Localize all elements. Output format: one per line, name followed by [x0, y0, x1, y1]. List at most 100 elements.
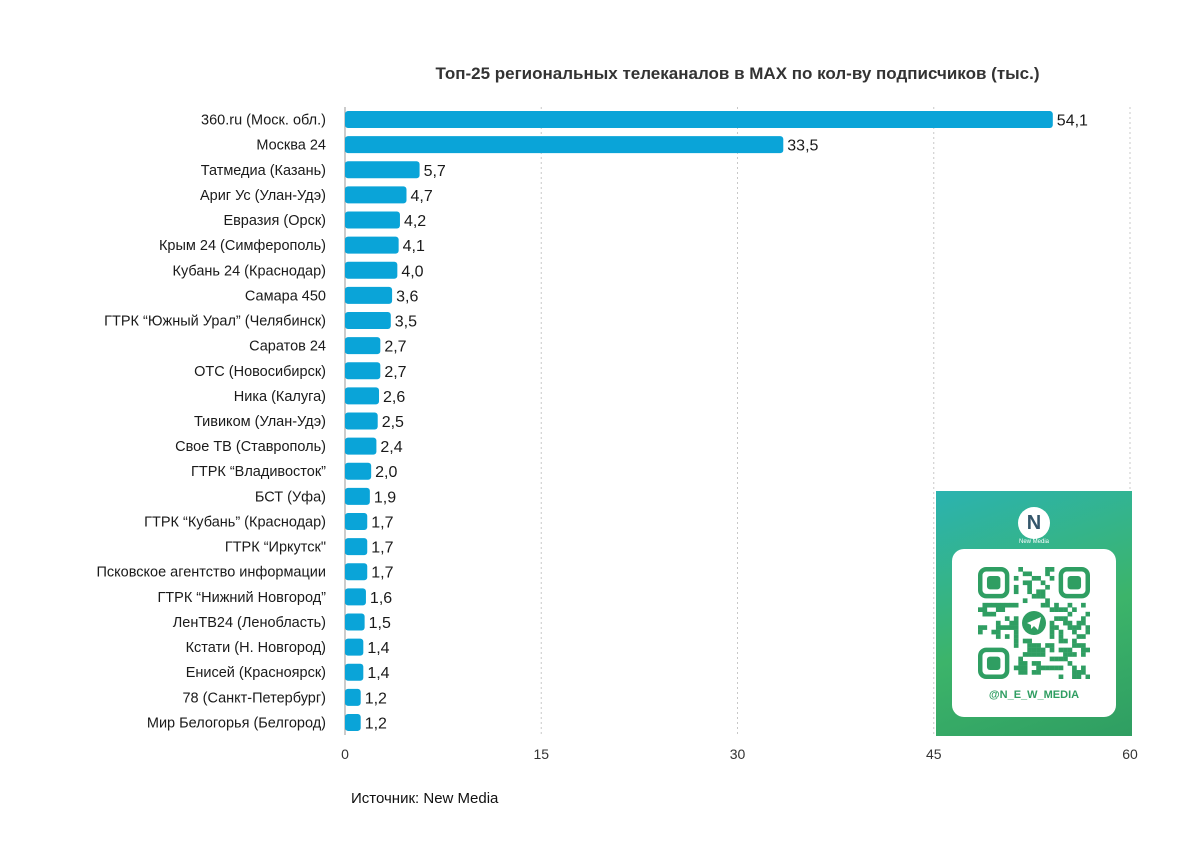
qr-module [1013, 643, 1019, 648]
qr-module [986, 611, 992, 617]
category-label: ОТС (Новосибирск) [194, 364, 326, 380]
qr-module [1067, 611, 1073, 617]
qr-module [1049, 607, 1055, 612]
value-label: 1,2 [365, 715, 387, 732]
qr-module [1040, 580, 1046, 586]
category-label: Саратов 24 [249, 339, 326, 355]
bar [345, 136, 784, 154]
value-label: 3,6 [396, 288, 418, 305]
qr-module [1067, 602, 1073, 608]
category-label: ГТРК “Южный Урал” (Челябинск) [104, 314, 326, 330]
qr-module [1085, 611, 1090, 617]
qr-module [1045, 602, 1050, 608]
qr-module [978, 607, 983, 612]
qr-module [1036, 661, 1041, 666]
bar [345, 362, 381, 380]
qr-module [991, 602, 997, 608]
category-label: ГТРК “Кубань” (Краснодар) [144, 514, 326, 530]
bar [345, 588, 366, 606]
qr-module [1022, 638, 1028, 644]
qr-module [1072, 643, 1077, 648]
qr-module [1081, 643, 1086, 648]
bar [345, 437, 377, 455]
value-label: 2,7 [384, 339, 406, 356]
value-label: 2,5 [382, 414, 404, 431]
value-label: 2,6 [383, 389, 405, 406]
bar [345, 312, 391, 330]
qr-module [1013, 589, 1019, 595]
qr-module [1013, 629, 1019, 635]
qr-module [1000, 625, 1006, 630]
bar [345, 538, 368, 556]
qr-module [1054, 665, 1059, 671]
value-label: 1,2 [365, 690, 387, 707]
qr-module [1058, 634, 1064, 639]
qr-module [1058, 674, 1064, 679]
chart-title: Топ-25 региональных телеканалов в МАХ по… [435, 64, 1040, 83]
qr-module [1018, 661, 1023, 666]
category-label: Тивиком (Улан-Удэ) [194, 414, 326, 430]
qr-module [1013, 620, 1019, 626]
value-label: 54,1 [1057, 113, 1088, 130]
qr-module [1013, 602, 1019, 608]
qr-module [982, 607, 988, 612]
qr-module [1031, 652, 1037, 657]
qr-module [1000, 607, 1006, 612]
qr-module [1058, 616, 1064, 621]
bar [345, 412, 378, 430]
qr-module [1031, 647, 1037, 653]
qr-module [1081, 652, 1086, 657]
category-label: Крым 24 (Симферополь) [159, 238, 326, 254]
qr-module [1022, 665, 1028, 671]
value-label: 4,1 [403, 238, 425, 255]
qr-finder [978, 567, 1010, 599]
qr-module [1072, 638, 1077, 644]
qr-code-icon[interactable] [978, 567, 1090, 679]
bar [345, 638, 364, 656]
qr-module [1018, 656, 1023, 662]
qr-module [1031, 575, 1037, 581]
qr-module [1040, 602, 1046, 608]
bar [345, 387, 380, 405]
value-label: 3,5 [395, 314, 417, 331]
qr-module [1000, 602, 1006, 608]
qr-module [1009, 620, 1015, 626]
qr-module [1004, 616, 1010, 621]
qr-module [1022, 670, 1028, 675]
qr-module [1063, 652, 1068, 657]
bar [345, 663, 364, 681]
qr-module [1058, 656, 1064, 662]
qr-module [1072, 629, 1077, 635]
qr-module [1054, 607, 1059, 612]
bar [345, 613, 365, 631]
qr-module [978, 629, 983, 635]
value-label: 33,5 [787, 138, 818, 155]
qr-module [1027, 638, 1032, 644]
channel-handle: @N_E_W_MEDIA [988, 689, 1080, 701]
qr-module [982, 625, 988, 630]
qr-module [1049, 647, 1055, 653]
bar [345, 261, 398, 279]
category-label: Кстати (Н. Новгород) [186, 640, 326, 656]
value-label: 1,6 [370, 590, 392, 607]
category-label: ГТРК “Нижний Новгород” [157, 590, 326, 606]
qr-module [1036, 593, 1041, 599]
qr-module [1085, 674, 1090, 679]
qr-module [1049, 634, 1055, 639]
qr-module [1013, 634, 1019, 639]
category-label: Татмедиа (Казань) [201, 163, 326, 179]
qr-module [1063, 656, 1068, 662]
x-tick-label: 0 [341, 746, 349, 762]
telegram-plane-icon [1027, 617, 1041, 630]
category-label: Москва 24 [256, 138, 326, 154]
qr-module [1031, 661, 1037, 666]
qr-module [1072, 674, 1077, 679]
qr-finder [1058, 567, 1090, 599]
bar [345, 487, 370, 505]
qr-module [1058, 629, 1064, 635]
qr-module [1040, 652, 1046, 657]
qr-module [1054, 616, 1059, 621]
qr-module [1072, 652, 1077, 657]
source-note: Источник: New Media [351, 790, 499, 807]
